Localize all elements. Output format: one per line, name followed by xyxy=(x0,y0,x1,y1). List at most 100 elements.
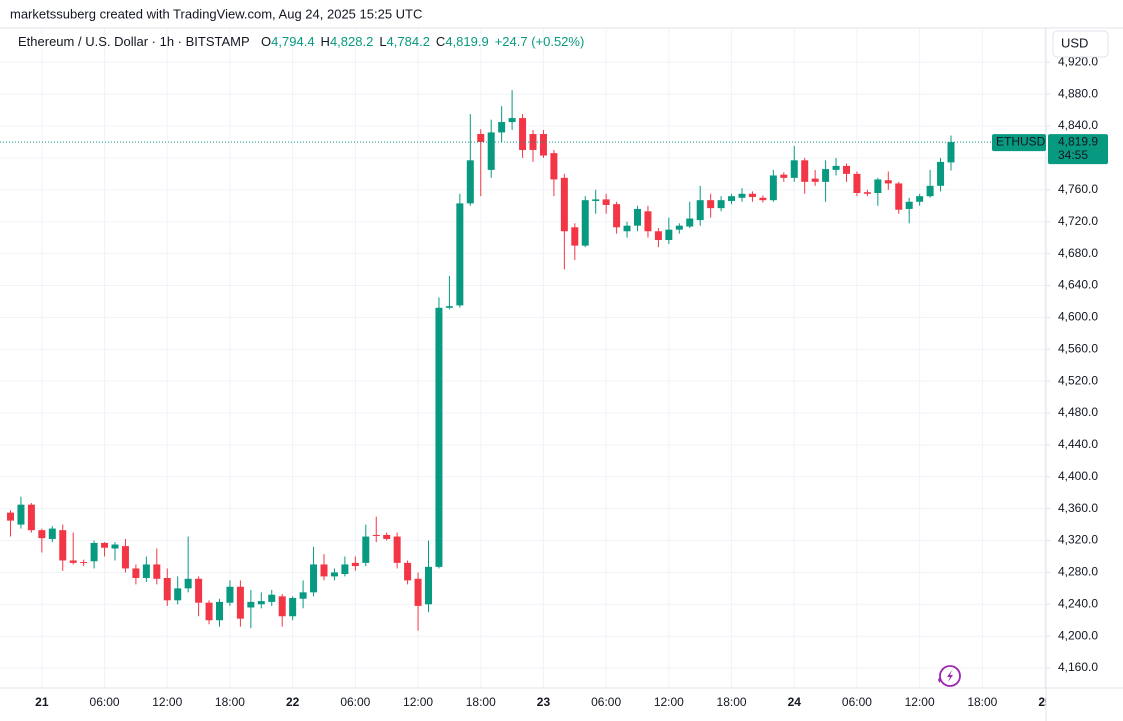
candle-body xyxy=(832,165,840,170)
candle-body xyxy=(790,160,798,178)
candle-body xyxy=(59,530,67,561)
candle-body xyxy=(717,200,725,209)
candle-body xyxy=(675,225,683,230)
y-tick-label: 4,160.0 xyxy=(1058,660,1098,674)
legend-title: Ethereum / U.S. Dollar · 1h · BITSTAMP xyxy=(18,34,249,49)
candle-body xyxy=(644,211,652,232)
candle-body xyxy=(205,602,213,621)
x-tick-label: 21 xyxy=(35,695,49,709)
x-tick-label: 18:00 xyxy=(215,695,245,709)
x-tick-label: 23 xyxy=(537,695,551,709)
y-tick-label: 4,640.0 xyxy=(1058,278,1098,292)
x-tick-label: 18:00 xyxy=(717,695,747,709)
candle-body xyxy=(362,536,370,563)
legend-key: L xyxy=(379,34,386,49)
axes: 4,160.0 4,200.0 4,240.0 4,280.0 4,320.0 4,360… xyxy=(35,54,1098,709)
legend-value: 4,794.4 xyxy=(271,34,314,49)
y-tick-label: 4,240.0 xyxy=(1058,596,1098,610)
candle-body xyxy=(905,201,913,209)
candle-body xyxy=(17,504,25,525)
candle-body xyxy=(236,586,244,619)
x-tick-label: 12:00 xyxy=(152,695,182,709)
candle-body xyxy=(550,153,558,180)
y-tick-label: 4,600.0 xyxy=(1058,310,1098,324)
x-tick-label: 06:00 xyxy=(90,695,120,709)
candle-body xyxy=(759,197,767,201)
candle-body xyxy=(539,134,547,156)
candle-body xyxy=(163,578,171,601)
candle-body xyxy=(257,601,265,605)
candle-body xyxy=(654,231,662,241)
candle-body xyxy=(299,592,307,599)
candle-body xyxy=(351,562,359,567)
x-tick-label: 25 xyxy=(1038,695,1052,709)
y-tick-label: 4,880.0 xyxy=(1058,86,1098,100)
candle-body xyxy=(184,578,192,589)
candle-body xyxy=(121,546,129,569)
y-tick-label: 4,520.0 xyxy=(1058,373,1098,387)
candle-body xyxy=(27,504,35,531)
candle-body xyxy=(101,542,109,548)
candle-body xyxy=(456,203,464,306)
candle-body xyxy=(926,185,934,197)
x-axis: 21 06:00 12:00 18:00 22 06:00 12:00 18:00 23 06:0… xyxy=(35,695,1052,709)
candle-body xyxy=(142,564,150,578)
candle-body xyxy=(884,180,892,184)
candle-body xyxy=(7,512,14,521)
candle-body xyxy=(80,562,88,564)
legend-value: 4,819.9 xyxy=(445,34,488,49)
candle-body xyxy=(498,122,506,133)
y-tick-label: 4,320.0 xyxy=(1058,533,1098,547)
candle-body xyxy=(174,588,182,601)
candle-body xyxy=(686,218,694,227)
candle-body xyxy=(278,596,286,617)
countdown-label: 34:55 xyxy=(1058,148,1088,162)
attribution: marketssuberg created with TradingView.c… xyxy=(10,6,422,21)
x-tick-label: 12:00 xyxy=(403,695,433,709)
x-tick-label: 06:00 xyxy=(842,695,872,709)
candle-body xyxy=(769,175,777,201)
candle-body xyxy=(435,307,443,567)
candle-body xyxy=(330,572,338,577)
candle-body xyxy=(320,564,328,577)
candle-body xyxy=(487,132,495,170)
candle-body xyxy=(477,134,485,142)
y-tick-label: 4,720.0 xyxy=(1058,214,1098,228)
candle-body xyxy=(414,578,422,606)
symbol-label: ETHUSD xyxy=(996,135,1046,149)
candle-body xyxy=(811,178,819,182)
candle-body xyxy=(393,536,401,563)
y-tick-label: 4,680.0 xyxy=(1058,246,1098,260)
x-tick-label: 24 xyxy=(788,695,802,709)
currency-button[interactable] xyxy=(1052,30,1109,58)
candle-body xyxy=(383,534,391,539)
legend-value: 4,828.2 xyxy=(330,34,373,49)
plot-area xyxy=(0,90,1046,631)
candle-body xyxy=(519,118,527,150)
x-tick-label: 12:00 xyxy=(654,695,684,709)
y-tick-label: 4,400.0 xyxy=(1058,469,1098,483)
legend-key: O xyxy=(261,34,271,49)
y-tick-label: 4,840.0 xyxy=(1058,118,1098,132)
candle-body xyxy=(874,179,882,193)
candle-body xyxy=(822,169,830,182)
x-tick-label: 18:00 xyxy=(967,695,997,709)
candle-body xyxy=(69,560,77,563)
candle-body xyxy=(226,586,234,603)
candle-body xyxy=(728,196,736,201)
candle-body xyxy=(937,161,945,186)
y-tick-label: 4,200.0 xyxy=(1058,628,1098,642)
candle-body xyxy=(445,306,453,308)
candle-body xyxy=(195,578,203,603)
y-tick-label: 4,760.0 xyxy=(1058,182,1098,196)
currency-label[interactable]: USD xyxy=(1061,35,1088,50)
candle-body xyxy=(916,196,924,202)
legend-change: +24.7 (+0.52%) xyxy=(495,34,585,49)
candle-body xyxy=(707,200,715,209)
legend-value: 4,784.2 xyxy=(387,34,430,49)
candle-body xyxy=(571,227,579,246)
candle-body xyxy=(268,594,276,602)
candle-body xyxy=(310,564,318,593)
